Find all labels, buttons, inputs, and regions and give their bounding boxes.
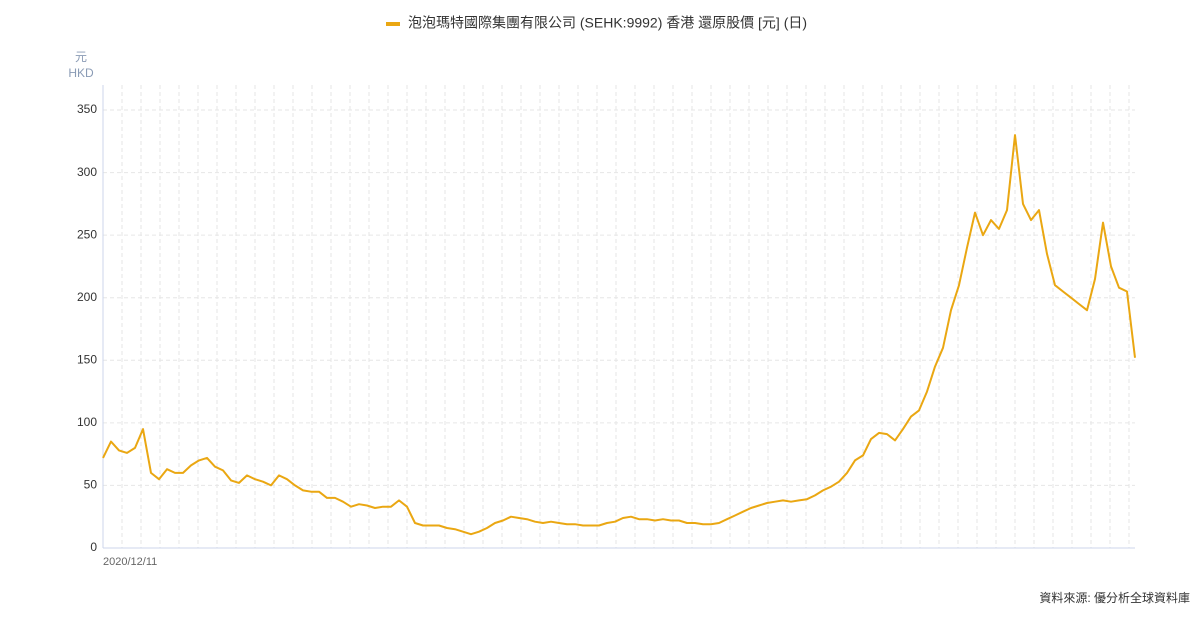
- y-tick-label: 150: [77, 352, 97, 366]
- y-tick-label: 250: [77, 227, 97, 241]
- legend-swatch: [386, 22, 400, 26]
- line-series: [102, 134, 1136, 536]
- y-tick-label: 300: [77, 165, 97, 179]
- legend-label: 泡泡瑪特國際集團有限公司 (SEHK:9992) 香港 還原股價 [元] (日): [408, 15, 807, 31]
- y-tick-label: 50: [84, 478, 98, 492]
- x-tick-label: 2020/12/11: [103, 556, 157, 568]
- y-tick-label: 0: [90, 540, 97, 554]
- y-tick-label: 200: [77, 290, 97, 304]
- y-label: HKD: [68, 66, 94, 80]
- y-unit: 元: [75, 50, 87, 64]
- source: 資料來源: 優分析全球資料庫: [1039, 590, 1190, 605]
- y-tick-label: 100: [77, 415, 97, 429]
- y-tick-label: 350: [77, 102, 97, 116]
